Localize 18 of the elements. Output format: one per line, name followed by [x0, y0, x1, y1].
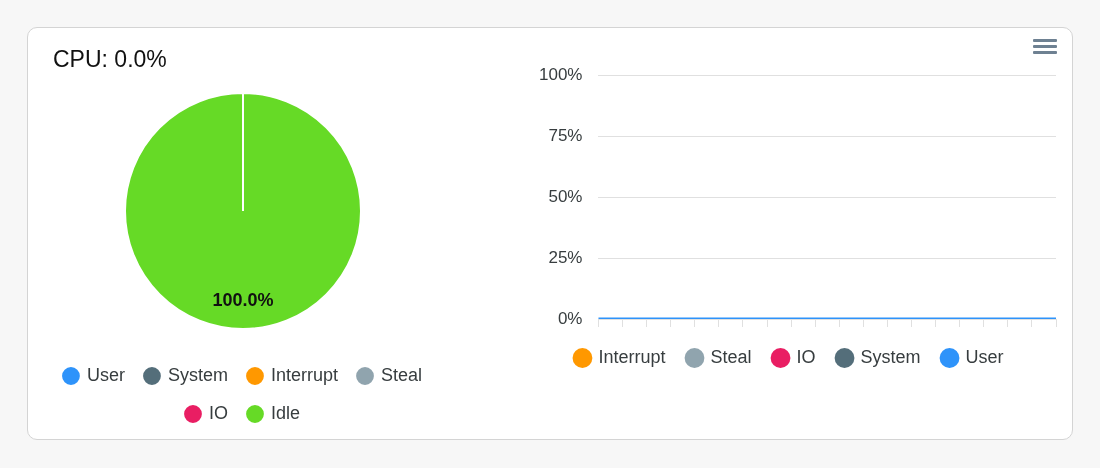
legend-label: Idle	[270, 402, 301, 423]
legend-label: IO	[796, 346, 816, 367]
legend-label: User	[86, 364, 125, 385]
data-label: 100.0%	[212, 289, 274, 310]
legend-label: IO	[208, 402, 228, 423]
y-tick-label: 75%	[548, 125, 583, 145]
legend-label: Steal	[381, 364, 423, 385]
legend-label: User	[965, 346, 1004, 367]
legend-label: System	[167, 364, 228, 385]
y-tick-label: 100%	[539, 64, 583, 84]
legend-label: Interrupt	[270, 364, 339, 385]
legend-label: Interrupt	[598, 346, 666, 367]
legend-label: System	[860, 346, 921, 367]
y-tick-label: 50%	[548, 186, 583, 206]
chart-title: CPU: 0.0%	[53, 46, 167, 73]
y-tick-label: 0%	[557, 308, 583, 328]
legend-label: Steal	[710, 346, 752, 367]
y-tick-label: 25%	[548, 247, 583, 267]
